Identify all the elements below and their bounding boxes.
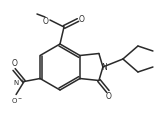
Text: N$^+$: N$^+$ <box>13 77 25 88</box>
Text: O: O <box>11 59 17 68</box>
Text: N: N <box>101 62 107 71</box>
Text: O: O <box>79 15 85 24</box>
Text: O: O <box>43 16 49 26</box>
Text: O$^-$: O$^-$ <box>11 96 23 105</box>
Text: O: O <box>106 92 112 101</box>
